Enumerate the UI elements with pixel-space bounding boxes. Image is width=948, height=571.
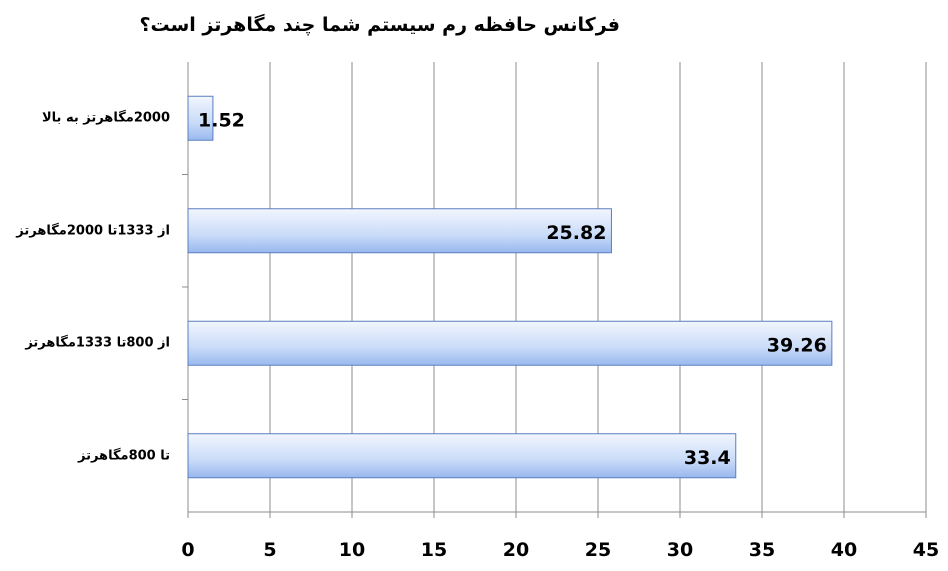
x-tick-label: 20 bbox=[503, 539, 529, 561]
x-tick-label: 35 bbox=[749, 539, 775, 561]
category-label: از 800تا 1333مگاهرتز bbox=[25, 335, 170, 351]
data-label: 1.52 bbox=[198, 109, 245, 131]
x-tick-label: 40 bbox=[831, 539, 857, 561]
x-tick-label: 0 bbox=[181, 539, 194, 561]
category-label: از 1333تا 2000مگاهرتز bbox=[16, 223, 170, 239]
x-tick-label: 45 bbox=[913, 539, 939, 561]
data-label: 33.4 bbox=[684, 447, 731, 469]
x-tick-label: 15 bbox=[421, 539, 447, 561]
chart-title: فرکانس حافظه رم سیستم شما چند مگاهرتز اس… bbox=[139, 14, 620, 36]
bar bbox=[187, 208, 612, 254]
x-tick-label: 30 bbox=[667, 539, 693, 561]
x-tick-label: 5 bbox=[263, 539, 276, 561]
category-label: 2000مگاهرتز به بالا bbox=[41, 110, 170, 126]
data-label: 39.26 bbox=[767, 334, 827, 356]
x-tick-label: 25 bbox=[585, 539, 611, 561]
data-label: 25.82 bbox=[546, 222, 606, 244]
bar bbox=[187, 95, 214, 141]
category-label: تا 800مگاهرتز bbox=[78, 448, 170, 464]
bar bbox=[187, 320, 833, 366]
x-tick-label: 10 bbox=[339, 539, 365, 561]
bar bbox=[187, 433, 737, 479]
